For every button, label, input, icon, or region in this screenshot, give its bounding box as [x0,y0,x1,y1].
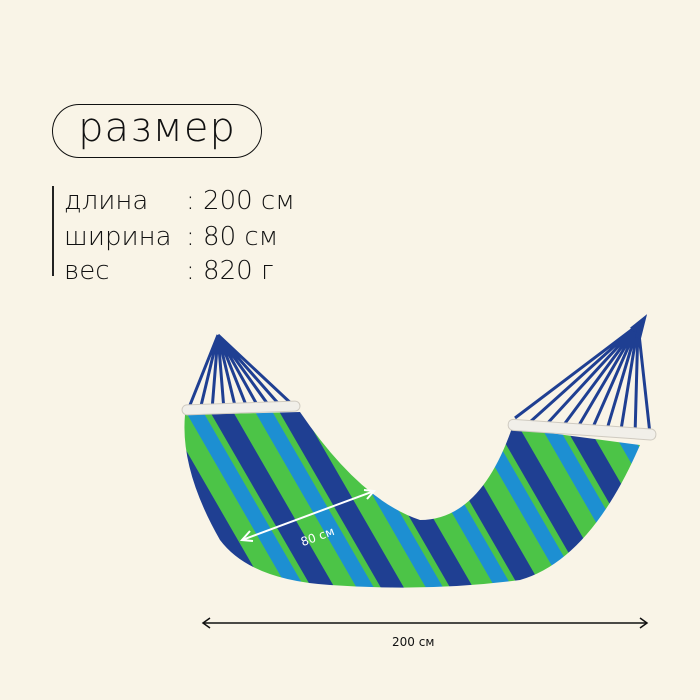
size-title: размер [78,105,236,151]
spec-value: : 80 см [186,222,279,252]
right-ropes [514,314,652,437]
left-spreader-bar [181,400,301,416]
specs-list: длина : 200 см ширина : 80 см вес : 820 г [52,186,295,286]
width-arrow [239,489,377,542]
spec-value: : 200 см [186,186,295,216]
spec-label: вес [64,256,110,286]
left-ropes [186,333,298,411]
hammock-fabric [184,412,640,588]
spec-label: длина [64,186,149,216]
right-spreader-bar [507,418,657,441]
size-title-badge: размер [52,104,262,158]
spec-value: : 820 г [186,256,274,286]
length-label: 200 см [392,635,434,649]
spec-label: ширина [64,222,172,252]
length-arrow [201,617,649,629]
